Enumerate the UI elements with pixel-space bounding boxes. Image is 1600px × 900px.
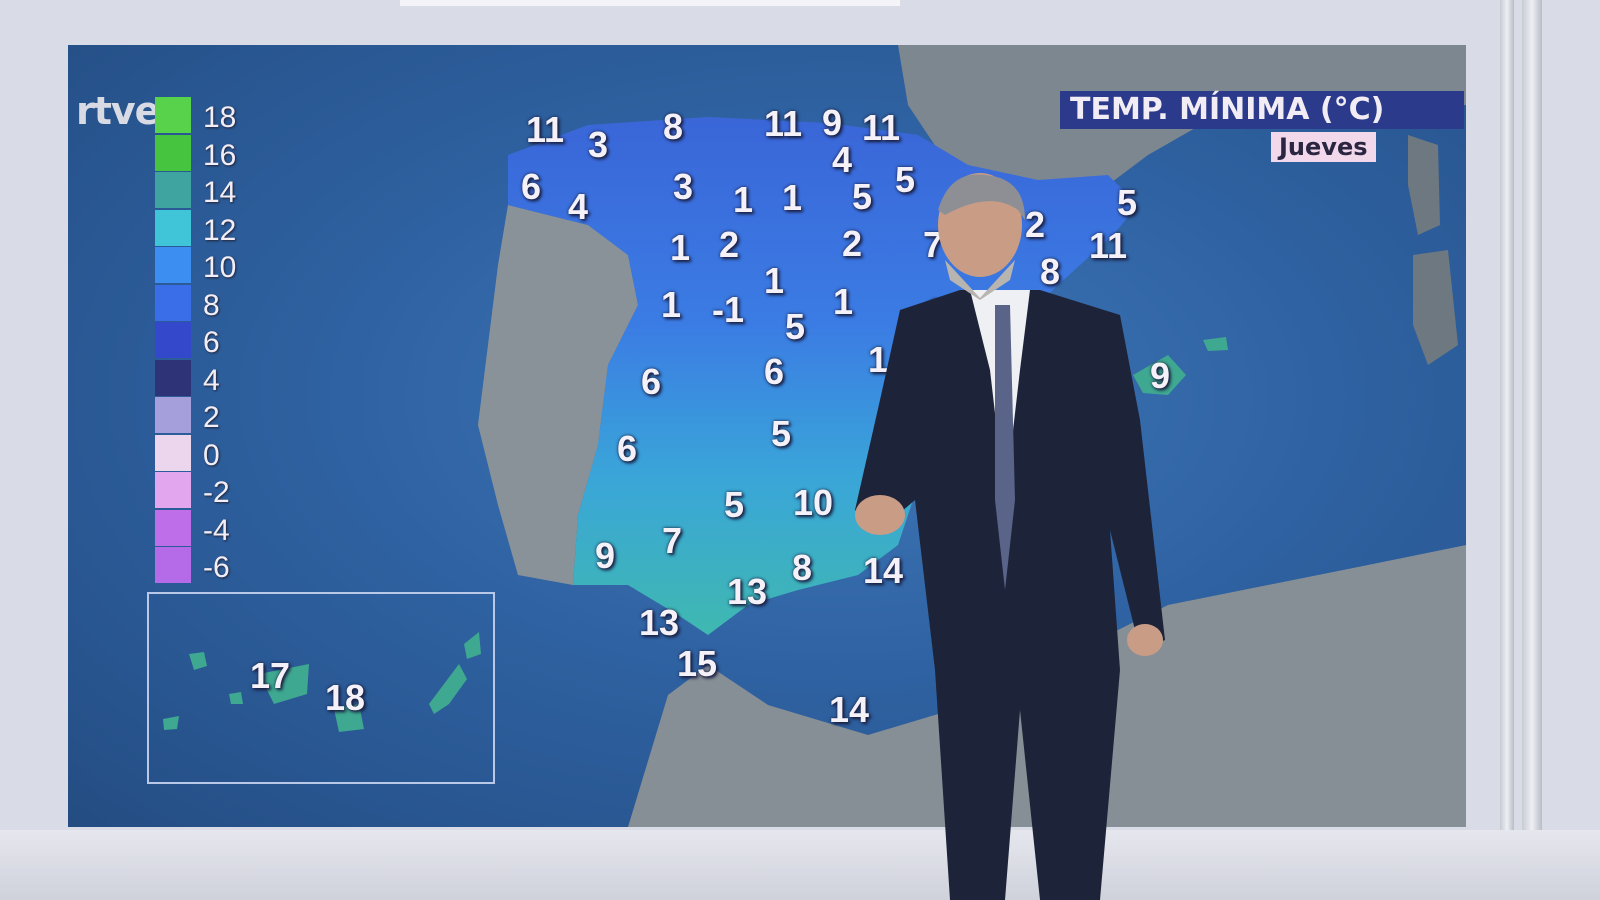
temperature-label: 7 — [661, 520, 683, 561]
sardinia-land — [1413, 250, 1458, 365]
canary-islands-map — [163, 632, 481, 732]
temperature-label: 5 — [723, 484, 745, 525]
temperature-label: 8 — [1039, 251, 1061, 292]
temperature-label: 11 — [763, 103, 803, 144]
studio-pillar — [1522, 0, 1542, 830]
temperature-label: 1 — [832, 281, 854, 322]
temperature-label: 18 — [324, 677, 366, 718]
temperature-label: 17 — [249, 655, 291, 696]
temperature-label: 1 — [660, 284, 682, 325]
temperature-label: 5 — [1116, 182, 1138, 223]
corsica-land — [1408, 135, 1440, 235]
legend-label: -4 — [203, 513, 230, 547]
temperature-label: 11 — [525, 109, 565, 150]
temperature-label: 1 — [732, 179, 754, 220]
legend-label: 12 — [203, 213, 237, 247]
legend-swatch — [155, 434, 191, 471]
temperature-label: 13 — [726, 571, 768, 612]
temperature-label: 5 — [894, 159, 916, 200]
legend-swatch — [155, 547, 191, 583]
legend-label: 14 — [203, 176, 237, 209]
legend-label: 16 — [203, 138, 237, 172]
temperature-label: 9 — [821, 102, 843, 143]
temperature-label: 2 — [1024, 204, 1046, 245]
legend-label: 10 — [203, 251, 237, 284]
legend-label: 18 — [203, 101, 237, 134]
legend-label: 2 — [203, 401, 220, 434]
legend-label: -2 — [203, 476, 230, 509]
temperature-label: 5 — [784, 306, 806, 347]
temperature-label: 14 — [828, 689, 870, 730]
temperature-label: 8 — [791, 547, 813, 588]
temperature-label: 4 — [567, 186, 589, 227]
legend-label: 4 — [203, 363, 220, 397]
legend-swatch — [155, 397, 191, 433]
menorca-land — [1203, 337, 1228, 351]
portugal-land — [478, 205, 638, 585]
temperature-label: 5 — [770, 413, 792, 454]
temperature-label: 4 — [831, 139, 853, 180]
temperature-label: 6 — [616, 428, 638, 469]
day-label: Jueves — [1271, 132, 1376, 162]
legend-label: 0 — [203, 438, 220, 472]
temperature-label: 1 — [763, 260, 785, 301]
temperature-label: 11 — [1088, 225, 1128, 266]
presenter — [855, 173, 1165, 900]
temperature-label: 13 — [638, 602, 680, 643]
temperature-label: 6 — [763, 351, 785, 392]
legend-label: 8 — [203, 288, 220, 322]
legend-swatch — [155, 247, 191, 283]
temperature-label: 11 — [861, 107, 901, 148]
weather-map-screen: rtve 18 16 14 12 10 8 6 4 2 0 -2 -4 -6 TEMP. MÍNIMA … — [68, 45, 1466, 827]
legend-swatch — [155, 472, 191, 508]
temperature-label: 7 — [922, 224, 944, 265]
temperature-label: 9 — [594, 535, 616, 576]
temperature-label: 15 — [676, 643, 718, 684]
legend-swatch — [155, 322, 191, 358]
legend-swatch — [155, 509, 191, 546]
temperature-label: 2 — [718, 224, 740, 265]
temperature-label: 6 — [520, 166, 542, 207]
legend-swatch — [155, 134, 191, 171]
legend-swatch — [155, 97, 191, 133]
legend-swatch — [155, 209, 191, 246]
studio-floor — [0, 830, 1600, 900]
temperature-label: 9 — [1149, 355, 1171, 396]
temperature-label: 5 — [851, 176, 873, 217]
temperature-label: 3 — [587, 124, 609, 165]
temperature-label: 3 — [672, 166, 694, 207]
legend-swatch — [155, 359, 191, 396]
temperature-label: 1 — [669, 227, 691, 268]
mallorca-land — [1133, 355, 1186, 395]
temperature-label: 8 — [662, 106, 684, 147]
rtve-logo: rtve — [76, 89, 160, 133]
temperature-label: 1 — [781, 177, 803, 218]
canary-islands-inset — [147, 592, 495, 784]
studio-light — [400, 0, 900, 6]
studio-pillar — [1500, 0, 1514, 830]
legend-swatch — [155, 284, 191, 321]
temperature-label: 1 — [867, 339, 889, 380]
legend-swatch — [155, 172, 191, 208]
temperature-label: 2 — [841, 223, 863, 264]
temperature-label: -1 — [711, 289, 745, 330]
temperature-label: 14 — [862, 550, 904, 591]
legend-label: -6 — [203, 551, 230, 584]
temperature-label: 6 — [640, 361, 662, 402]
map-title: TEMP. MÍNIMA (°C) — [1060, 91, 1464, 129]
temperature-label: 10 — [792, 482, 834, 523]
legend-label: 6 — [203, 326, 220, 359]
